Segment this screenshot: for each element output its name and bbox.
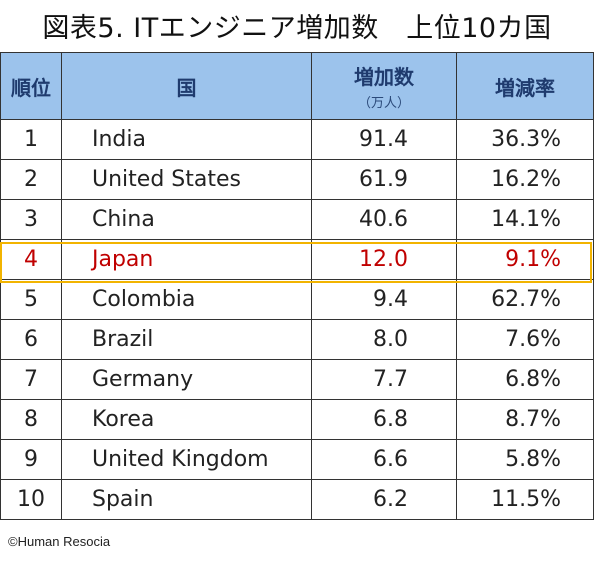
rank-cell: 8: [0, 399, 62, 440]
table-row-highlighted: 4 Japan 12.0 9.1%: [0, 239, 594, 280]
rank-cell: 1: [0, 119, 62, 160]
rate-cell: 36.3%: [456, 119, 594, 160]
header-increase-unit: （万人）: [357, 96, 410, 111]
increase-cell: 7.7: [311, 359, 457, 400]
country-cell: Colombia: [61, 279, 312, 320]
increase-cell: 40.6: [311, 199, 457, 240]
header-country: 国: [61, 52, 312, 120]
increase-cell: 91.4: [311, 119, 457, 160]
header-increase-label: 増加数: [354, 65, 414, 89]
country-cell: Brazil: [61, 319, 312, 360]
increase-cell: 61.9: [311, 159, 457, 200]
increase-cell: 6.6: [311, 439, 457, 480]
table-row: 10 Spain 6.2 11.5%: [0, 479, 594, 520]
table-row: 3 China 40.6 14.1%: [0, 199, 594, 240]
country-cell: Spain: [61, 479, 312, 520]
rank-cell: 9: [0, 439, 62, 480]
rate-cell: 7.6%: [456, 319, 594, 360]
rank-cell: 4: [0, 239, 62, 280]
copyright-credit: ©Human Resocia: [8, 534, 111, 549]
increase-cell: 12.0: [311, 239, 457, 280]
rank-cell: 3: [0, 199, 62, 240]
increase-cell: 9.4: [311, 279, 457, 320]
rank-cell: 10: [0, 479, 62, 520]
increase-cell: 6.2: [311, 479, 457, 520]
rate-cell: 6.8%: [456, 359, 594, 400]
country-cell: China: [61, 199, 312, 240]
table-row: 8 Korea 6.8 8.7%: [0, 399, 594, 440]
country-cell: India: [61, 119, 312, 160]
increase-cell: 8.0: [311, 319, 457, 360]
rate-cell: 9.1%: [456, 239, 594, 280]
country-cell: Germany: [61, 359, 312, 400]
header-increase: 増加数 （万人）: [311, 52, 457, 120]
table-row: 7 Germany 7.7 6.8%: [0, 359, 594, 400]
table-row: 9 United Kingdom 6.6 5.8%: [0, 439, 594, 480]
rate-cell: 14.1%: [456, 199, 594, 240]
ranking-table: 順位 国 増加数 （万人） 増減率 1 India 91.4 36.3% 2 U…: [0, 52, 594, 520]
rate-cell: 11.5%: [456, 479, 594, 520]
rank-cell: 2: [0, 159, 62, 200]
rank-cell: 7: [0, 359, 62, 400]
country-cell: Japan: [61, 239, 312, 280]
rate-cell: 8.7%: [456, 399, 594, 440]
table-row: 1 India 91.4 36.3%: [0, 119, 594, 160]
table-row: 5 Colombia 9.4 62.7%: [0, 279, 594, 320]
header-rate: 増減率: [456, 52, 594, 120]
increase-cell: 6.8: [311, 399, 457, 440]
rank-cell: 6: [0, 319, 62, 360]
table-row: 6 Brazil 8.0 7.6%: [0, 319, 594, 360]
rate-cell: 16.2%: [456, 159, 594, 200]
rate-cell: 5.8%: [456, 439, 594, 480]
header-rank: 順位: [0, 52, 62, 120]
country-cell: United Kingdom: [61, 439, 312, 480]
country-cell: Korea: [61, 399, 312, 440]
header-row: 順位 国 増加数 （万人） 増減率: [0, 52, 594, 120]
page-title: 図表5. ITエンジニア増加数 上位10カ国: [42, 13, 552, 44]
country-cell: United States: [61, 159, 312, 200]
rank-cell: 5: [0, 279, 62, 320]
rate-cell: 62.7%: [456, 279, 594, 320]
table-row: 2 United States 61.9 16.2%: [0, 159, 594, 200]
